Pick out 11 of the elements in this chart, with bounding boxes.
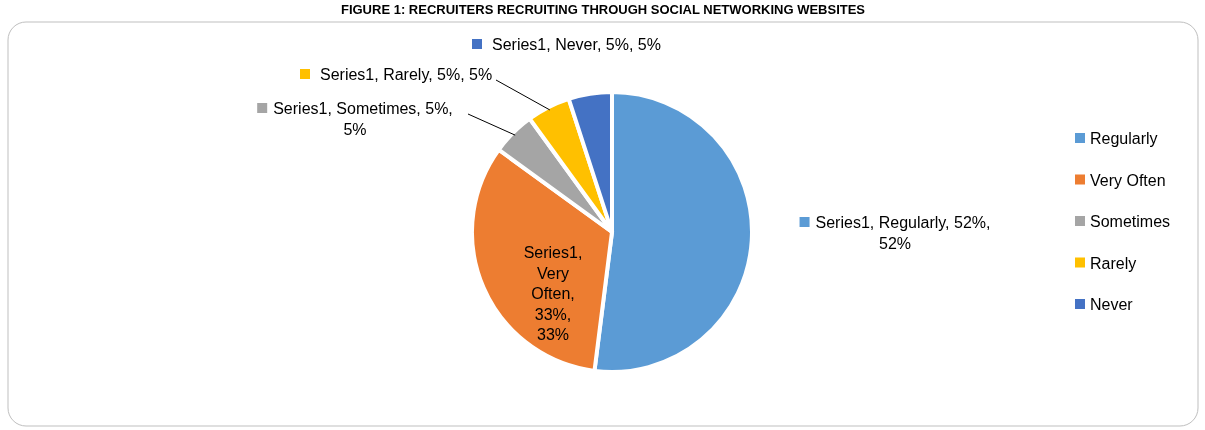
legend-label: Sometimes xyxy=(1090,213,1171,230)
legend-label: Never xyxy=(1090,296,1134,313)
legend-label: Very Often xyxy=(1090,171,1166,189)
chart-title: FIGURE 1: RECRUITERS RECRUITING THROUGH SOCIAL NETWORKING WEBSITES xyxy=(340,2,866,17)
data-label: Series1, Very Often, 33%, 33% xyxy=(523,244,583,343)
data-label: Series1, Never, 5%, 5% xyxy=(492,36,661,53)
data-label: Series1, Sometimes, 5%, 5% xyxy=(257,100,453,138)
legend-label: Rarely xyxy=(1090,254,1137,272)
data-label: Series1, Regularly, 52%, 52% xyxy=(799,214,991,252)
data-label: Series1, Rarely, 5%, 5% xyxy=(320,66,493,83)
legend-label: Regularly xyxy=(1090,130,1158,147)
